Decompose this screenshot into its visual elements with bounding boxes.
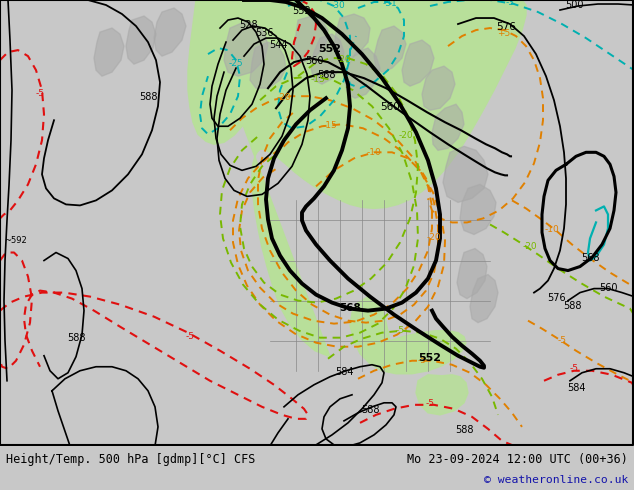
Text: -20: -20 [399, 131, 413, 140]
Polygon shape [345, 48, 380, 98]
Text: ~592: ~592 [4, 236, 27, 245]
Polygon shape [94, 28, 124, 76]
Text: 576: 576 [496, 22, 516, 32]
Text: -5: -5 [418, 356, 427, 365]
Text: 536: 536 [255, 28, 273, 38]
Text: 576: 576 [547, 293, 566, 303]
Text: 588: 588 [139, 92, 157, 102]
Text: -3: -3 [505, 0, 515, 7]
Polygon shape [422, 66, 455, 110]
Polygon shape [126, 16, 156, 64]
Text: -20: -20 [337, 55, 351, 64]
Text: 588: 588 [563, 301, 581, 311]
Polygon shape [432, 104, 464, 150]
Text: 588: 588 [67, 333, 85, 343]
Text: Mo 23-09-2024 12:00 UTC (00+36): Mo 23-09-2024 12:00 UTC (00+36) [407, 453, 628, 466]
Polygon shape [350, 295, 466, 374]
Text: -20: -20 [427, 234, 441, 243]
Text: 544: 544 [269, 40, 287, 50]
Text: +5: +5 [498, 29, 510, 38]
Text: © weatheronline.co.uk: © weatheronline.co.uk [484, 475, 628, 485]
Text: -15: -15 [311, 75, 325, 84]
Polygon shape [470, 274, 498, 322]
Text: 588: 588 [455, 425, 473, 435]
Text: 552: 552 [418, 353, 441, 363]
Text: -20: -20 [276, 93, 291, 102]
Polygon shape [457, 248, 487, 298]
Polygon shape [460, 184, 496, 235]
Text: -5: -5 [425, 399, 434, 408]
Text: -30: -30 [330, 1, 346, 10]
Polygon shape [224, 22, 268, 76]
Polygon shape [334, 14, 370, 60]
Polygon shape [294, 16, 328, 62]
Text: -5: -5 [569, 364, 578, 373]
Polygon shape [443, 147, 488, 202]
Polygon shape [196, 0, 526, 357]
Text: 560: 560 [305, 56, 323, 66]
Polygon shape [250, 42, 286, 88]
Text: 500: 500 [565, 0, 583, 10]
Text: 584: 584 [567, 383, 585, 393]
Polygon shape [374, 26, 406, 72]
Text: 568: 568 [339, 303, 361, 313]
Text: -10: -10 [366, 148, 382, 157]
Text: -5: -5 [557, 336, 567, 344]
Text: -5: -5 [186, 332, 195, 341]
Text: -20: -20 [522, 242, 537, 250]
Text: -10: -10 [545, 225, 559, 235]
Text: 528: 528 [238, 20, 257, 30]
Polygon shape [402, 40, 434, 86]
Text: -5: -5 [36, 89, 44, 98]
Text: 568: 568 [317, 70, 335, 80]
Text: -15: -15 [323, 121, 337, 130]
Text: -25: -25 [229, 59, 243, 68]
Text: 560: 560 [600, 283, 618, 293]
Polygon shape [311, 34, 344, 84]
Polygon shape [154, 8, 186, 56]
Text: 568: 568 [581, 252, 599, 263]
Polygon shape [188, 0, 280, 144]
Text: Height/Temp. 500 hPa [gdmp][°C] CFS: Height/Temp. 500 hPa [gdmp][°C] CFS [6, 453, 256, 466]
Text: 552: 552 [293, 6, 311, 16]
Text: -5: -5 [396, 326, 404, 335]
Text: -31: -31 [383, 0, 398, 8]
Text: 560: 560 [380, 102, 400, 112]
Text: 552: 552 [318, 44, 342, 54]
Polygon shape [416, 375, 468, 415]
Text: 584: 584 [335, 367, 353, 377]
Text: 588: 588 [361, 405, 379, 415]
